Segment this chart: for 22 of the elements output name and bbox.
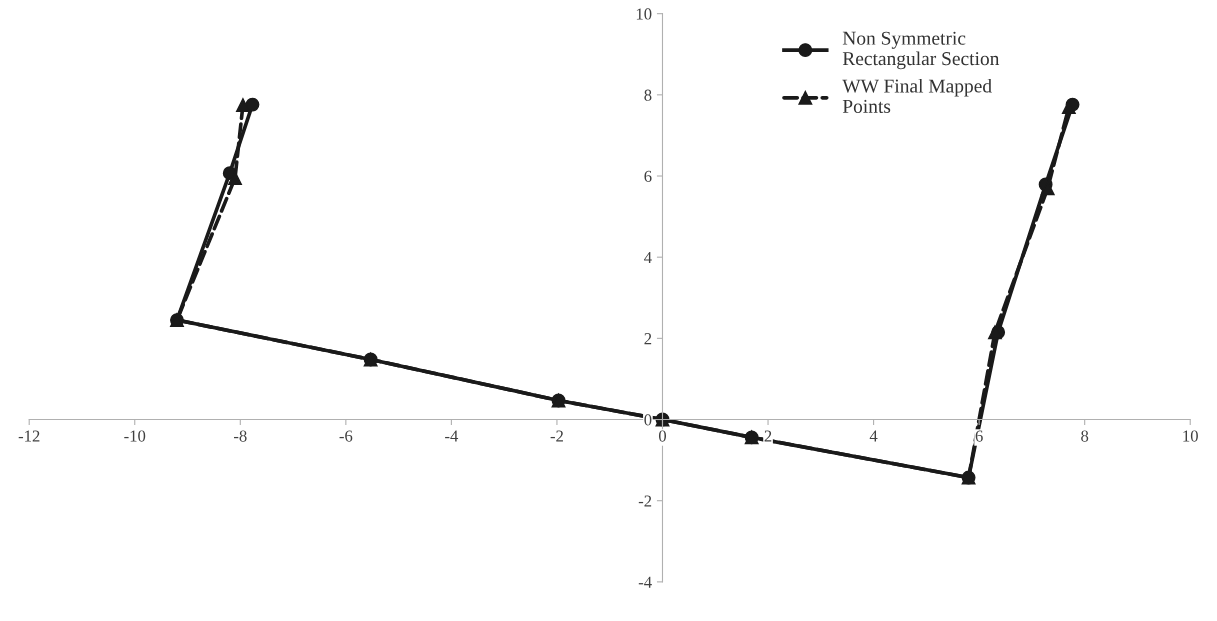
y-tick-label: -2 [638,495,652,507]
legend-label: Non Symmetric Rectangular Section [842,31,1000,70]
x-tick-label: 4 [869,430,878,442]
x-tick-label: 6 [975,430,983,442]
x-tick-label: 8 [1081,430,1089,442]
x-tick-label: -8 [233,430,247,442]
y-tick-label: -4 [638,576,652,588]
x-tick-label: 2 [764,430,772,442]
x-tick-label: -12 [18,430,40,442]
x-tick-label: -2 [550,430,563,442]
y-tick-label: 8 [644,89,652,101]
x-tick-label: 0 [658,430,667,442]
y-tick-label: 0 [644,414,652,426]
x-tick-label: -6 [339,430,353,442]
legend-label: WW Final Mapped Points [842,78,992,113]
y-tick-label: 4 [644,251,652,263]
y-tick-label: 2 [644,333,652,345]
y-tick-label: 6 [644,170,652,182]
y-tick-label: 10 [636,8,652,20]
x-tick-label: 10 [1183,430,1198,442]
x-tick-label: -4 [445,430,459,442]
x-tick-label: -10 [124,430,146,442]
